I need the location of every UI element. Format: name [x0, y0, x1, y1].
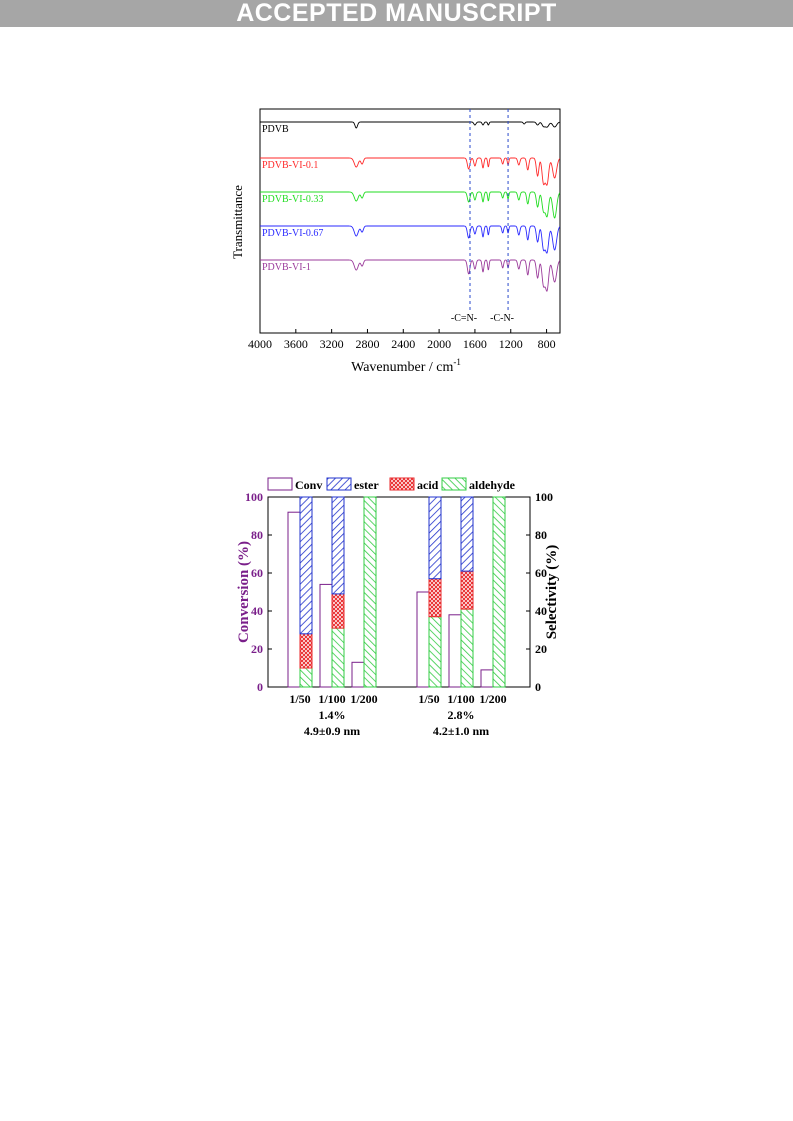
ir-x-tick-label: 1600	[463, 337, 487, 351]
ir-reference-label: -C-N-	[490, 313, 514, 324]
ir-x-tick-label: 3200	[320, 337, 344, 351]
ir-x-tick-label: 2400	[391, 337, 415, 351]
acid-selectivity-bar	[460, 570, 474, 610]
conversion-tick-label: 0	[257, 680, 263, 694]
ir-x-tick-label: 800	[538, 337, 556, 351]
conversion-bar	[480, 669, 494, 688]
ir-reference-label: -C=N-	[451, 313, 477, 324]
catalyst-ratio-label: 1/200	[350, 692, 377, 706]
ir-x-tick-label: 3600	[284, 337, 308, 351]
conversion-tick-label: 20	[251, 642, 263, 656]
legend-swatch	[441, 477, 467, 491]
particle-size-label: 4.2±1.0 nm	[433, 724, 489, 738]
catalyst-ratio-label: 1/100	[318, 692, 345, 706]
ir-series-label: PDVB-VI-0.67	[262, 228, 323, 239]
selectivity-tick-label: 80	[535, 528, 547, 542]
ir-x-axis-label: Wavenumber / cm-1	[351, 357, 461, 375]
conversion-bar	[351, 661, 365, 688]
ester-selectivity-bar	[331, 496, 345, 595]
bar-plot-frame	[267, 496, 531, 688]
acid-selectivity-bar	[299, 633, 313, 669]
catalyst-ratio-label: 1/200	[479, 692, 506, 706]
catalyst-ratio-label: 1/50	[418, 692, 439, 706]
ester-selectivity-bar	[428, 496, 442, 580]
aldehyde-selectivity-bar	[299, 667, 313, 688]
selectivity-tick-label: 40	[535, 604, 547, 618]
legend-label: aldehyde	[469, 478, 516, 492]
selectivity-axis-label: Selectivity (%)	[544, 545, 560, 640]
ir-series-line	[260, 191, 561, 219]
ir-x-tick-label: 2000	[427, 337, 451, 351]
ir-x-tick-label: 2800	[355, 337, 379, 351]
catalyst-ratio-label: 1/100	[447, 692, 474, 706]
ester-selectivity-bar	[460, 496, 474, 572]
catalyst-ratio-label: 1/50	[289, 692, 310, 706]
ir-spectra-chart: PDVB PDVB-VI-0.1 PDVB-VI-0.33 PDVB-VI-0.67 P…	[230, 108, 561, 375]
selectivity-tick-label: 100	[535, 490, 553, 504]
selectivity-tick-label: 60	[535, 566, 547, 580]
ir-series-line	[260, 225, 561, 254]
aldehyde-selectivity-bar	[363, 496, 377, 688]
conversion-bar	[287, 511, 301, 688]
accepted-manuscript-banner: ACCEPTED MANUSCRIPT	[0, 0, 793, 27]
legend-label: Conv	[295, 478, 322, 492]
ester-selectivity-bar	[299, 496, 313, 635]
ir-y-axis-label: Transmittance	[230, 185, 245, 259]
conversion-tick-label: 100	[245, 490, 263, 504]
aldehyde-selectivity-bar	[331, 627, 345, 688]
legend-swatch	[267, 477, 293, 491]
ir-series-line	[260, 157, 561, 186]
ir-series-line	[260, 121, 560, 129]
conversion-tick-label: 60	[251, 566, 263, 580]
ir-plot-frame	[259, 108, 561, 334]
particle-size-label: 4.9±0.9 nm	[304, 724, 360, 738]
legend-swatch	[326, 477, 352, 491]
acid-selectivity-bar	[331, 593, 345, 629]
conversion-axis-label: Conversion (%)	[236, 541, 252, 643]
aldehyde-selectivity-bar	[460, 608, 474, 688]
conversion-bar	[416, 591, 430, 688]
ir-x-tick-label: 4000	[248, 337, 272, 351]
conversion-tick-label: 40	[251, 604, 263, 618]
aldehyde-selectivity-bar	[492, 496, 506, 688]
conversion-bar	[448, 614, 462, 688]
ir-series-label: PDVB-VI-0.33	[262, 194, 323, 205]
metal-loading-label: 2.8%	[448, 708, 475, 722]
selectivity-tick-label: 20	[535, 642, 547, 656]
ir-x-tick-label: 1200	[499, 337, 523, 351]
metal-loading-label: 1.4%	[319, 708, 346, 722]
legend-label: acid	[417, 478, 439, 492]
legend-label: ester	[354, 478, 379, 492]
conversion-tick-label: 80	[251, 528, 263, 542]
ir-series-label: PDVB-VI-1	[262, 262, 311, 273]
legend-swatch	[389, 477, 415, 491]
ir-series-line	[260, 259, 561, 292]
conversion-selectivity-chart: Conv ester acid aldehyde 0 0 20 20 40 40 60 60 80 80…	[236, 477, 560, 738]
conversion-bar	[319, 583, 333, 688]
selectivity-tick-label: 0	[535, 680, 541, 694]
ir-series-label: PDVB	[262, 124, 289, 135]
acid-selectivity-bar	[428, 578, 442, 618]
aldehyde-selectivity-bar	[428, 616, 442, 688]
ir-series-label: PDVB-VI-0.1	[262, 160, 318, 171]
